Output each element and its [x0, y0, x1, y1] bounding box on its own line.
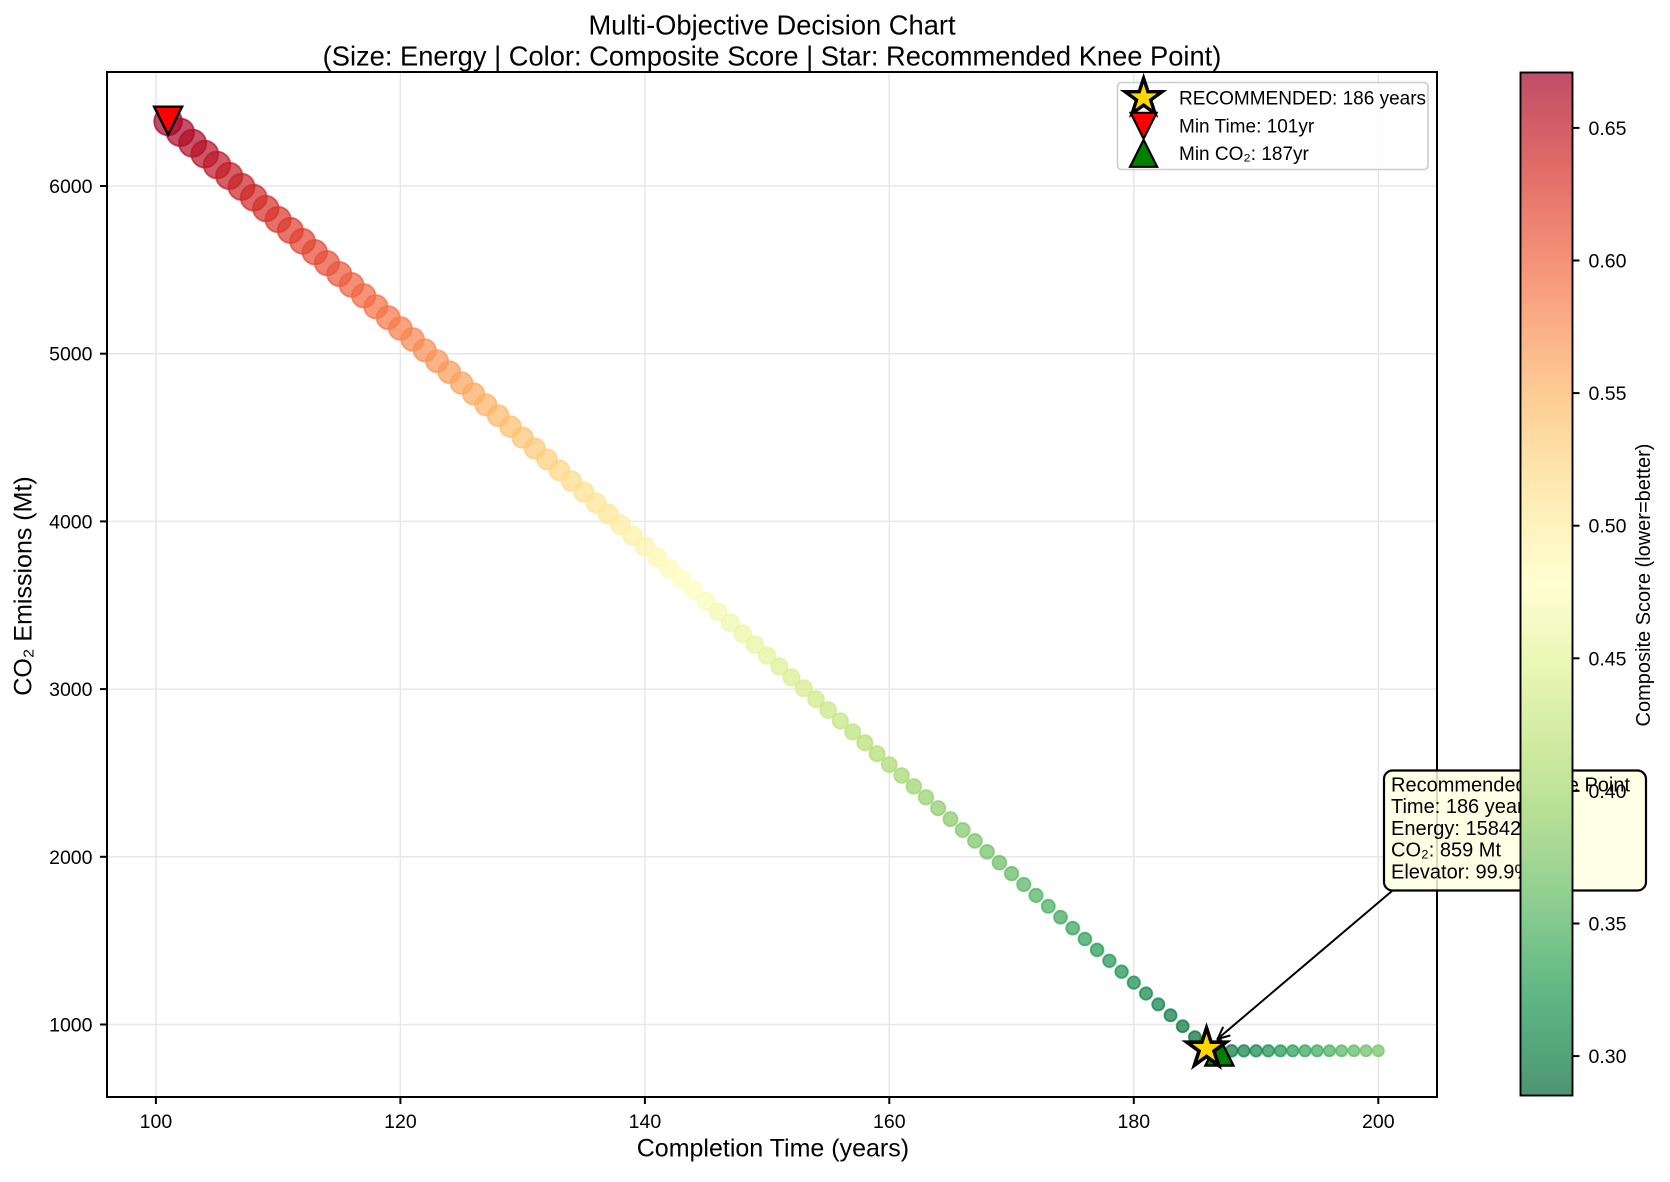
svg-text:Elevator: 99.9%: Elevator: 99.9%	[1391, 861, 1532, 883]
svg-text:180: 180	[1118, 1111, 1151, 1133]
svg-text:Min Time: 101yr: Min Time: 101yr	[1179, 116, 1315, 137]
svg-text:120: 120	[384, 1111, 417, 1133]
svg-text:Time: 186 years: Time: 186 years	[1391, 796, 1534, 818]
svg-text:Min CO₂: 187yr: Min CO₂: 187yr	[1179, 144, 1310, 165]
svg-text:2000: 2000	[49, 847, 93, 869]
svg-text:1000: 1000	[49, 1015, 93, 1037]
svg-text:0.40: 0.40	[1589, 781, 1627, 803]
svg-text:Completion Time (years): Completion Time (years)	[637, 1135, 909, 1163]
svg-text:140: 140	[629, 1111, 662, 1133]
svg-text:3000: 3000	[49, 679, 93, 701]
svg-text:200: 200	[1362, 1111, 1395, 1133]
svg-text:0.35: 0.35	[1589, 914, 1627, 936]
svg-text:100: 100	[140, 1111, 173, 1133]
svg-text:0.50: 0.50	[1589, 516, 1627, 538]
svg-text:(Size: Energy | Color: Composi: (Size: Energy | Color: Composite Score |…	[323, 40, 1222, 71]
svg-text:0.60: 0.60	[1589, 251, 1627, 273]
svg-text:4000: 4000	[49, 511, 93, 533]
svg-text:160: 160	[873, 1111, 906, 1133]
svg-text:Composite Score (lower=better): Composite Score (lower=better)	[1633, 444, 1655, 727]
svg-text:0.55: 0.55	[1589, 383, 1627, 405]
svg-text:CO₂: 859 Mt: CO₂: 859 Mt	[1391, 840, 1501, 862]
svg-text:0.65: 0.65	[1589, 118, 1627, 140]
svg-text:RECOMMENDED: 186 years: RECOMMENDED: 186 years	[1179, 89, 1426, 110]
svg-text:6000: 6000	[49, 176, 93, 198]
svg-text:Multi-Objective Decision Chart: Multi-Objective Decision Chart	[588, 9, 956, 40]
svg-text:5000: 5000	[49, 344, 93, 366]
svg-text:CO₂ Emissions (Mt): CO₂ Emissions (Mt)	[10, 476, 38, 695]
svg-text:0.30: 0.30	[1589, 1046, 1627, 1068]
svg-text:0.45: 0.45	[1589, 648, 1627, 670]
